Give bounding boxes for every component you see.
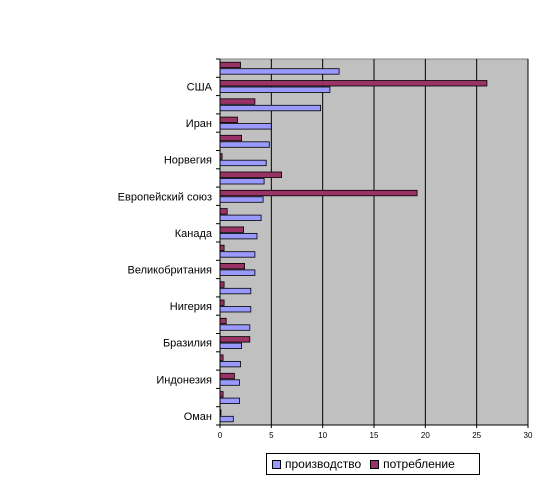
category-label: Оман — [184, 411, 212, 423]
legend-swatch-production — [272, 459, 281, 469]
bar-production-7 — [219, 196, 264, 203]
bar-production-14 — [219, 324, 251, 331]
bar-production-9 — [219, 232, 258, 240]
bar-consumption-14 — [219, 317, 227, 325]
bar-consumption-0 — [219, 61, 241, 69]
bar-consumption-11 — [219, 262, 246, 270]
bar-consumption-1 — [219, 80, 488, 87]
bar-production-12 — [219, 287, 252, 295]
x-tick-label: 10 — [318, 431, 327, 440]
bar-consumption-2 — [219, 98, 256, 105]
category-label: Нигерия — [170, 301, 212, 313]
x-tick-label: 15 — [370, 431, 379, 440]
bar-production-0 — [219, 68, 340, 75]
bar-production-18 — [219, 397, 240, 405]
bar-consumption-8 — [219, 208, 228, 215]
legend: производство потребление — [266, 453, 480, 475]
bar-consumption-15 — [219, 336, 251, 343]
bar-production-19 — [219, 415, 234, 423]
bar-consumption-13 — [219, 299, 225, 306]
bar-consumption-6 — [219, 171, 282, 178]
bar-consumption-4 — [219, 134, 243, 142]
x-tick-label: 25 — [472, 431, 481, 440]
bar-consumption-7 — [219, 189, 418, 197]
bar-production-3 — [219, 123, 272, 130]
legend-swatch-consumption — [370, 459, 380, 469]
category-label: Бразилия — [163, 338, 212, 350]
bar-production-5 — [219, 159, 267, 167]
bar-production-11 — [219, 269, 256, 276]
bar-production-16 — [219, 360, 241, 368]
bar-consumption-12 — [219, 281, 225, 288]
category-label: Европейский союз — [118, 191, 212, 203]
bar-consumption-17 — [219, 372, 235, 380]
bar-production-10 — [219, 251, 256, 258]
bar-production-1 — [219, 86, 331, 93]
bar-production-15 — [219, 342, 243, 350]
category-label: США — [187, 81, 213, 93]
bar-consumption-9 — [219, 226, 245, 233]
bar-production-8 — [219, 214, 262, 222]
legend-item-consumption: потребление — [370, 457, 455, 471]
legend-item-production: производство — [272, 457, 361, 471]
bar-production-4 — [219, 141, 270, 148]
bar-production-6 — [219, 178, 265, 185]
category-label: Великобритания — [128, 264, 213, 276]
bar-production-13 — [219, 306, 252, 313]
bar-production-2 — [219, 104, 321, 112]
category-label: Иран — [186, 118, 212, 130]
x-tick-label: 30 — [524, 431, 533, 440]
legend-label-production: производство — [285, 457, 362, 471]
legend-label-consumption: потребление — [383, 457, 455, 471]
x-tick-label: 5 — [269, 431, 274, 440]
category-label: Норвегия — [164, 155, 212, 167]
x-tick-label: 0 — [218, 431, 223, 440]
category-label: Канада — [175, 228, 213, 240]
bar-production-17 — [219, 379, 240, 386]
x-tick-label: 20 — [421, 431, 430, 440]
category-label: Индонезия — [156, 374, 212, 386]
bar-consumption-3 — [219, 116, 238, 123]
bar-consumption-10 — [219, 244, 225, 252]
